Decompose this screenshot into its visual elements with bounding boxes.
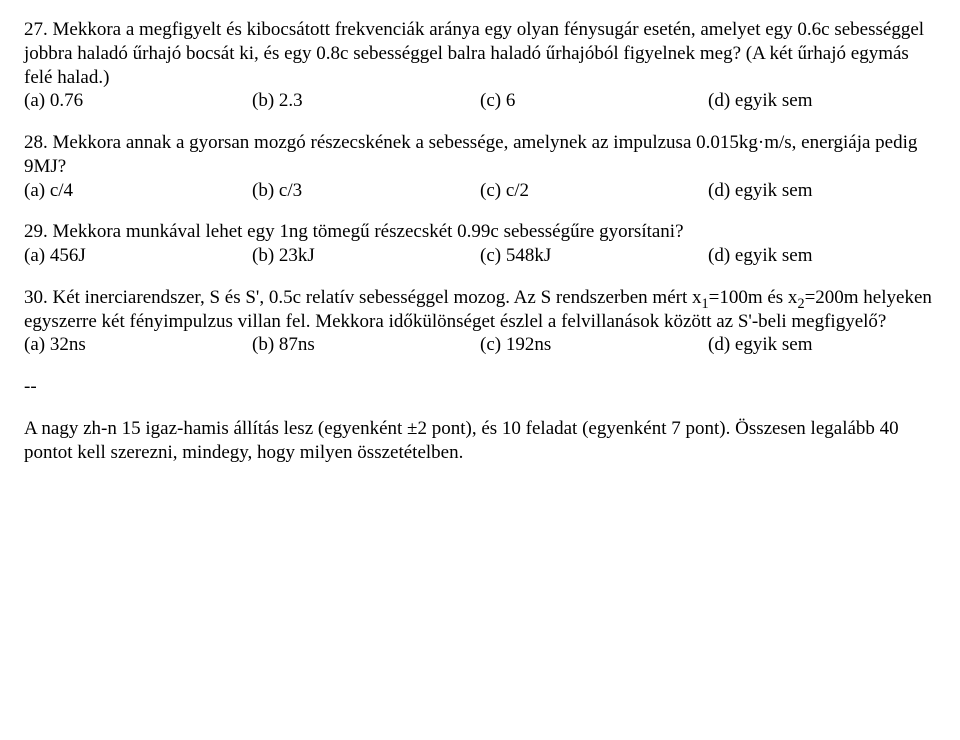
question-29-text: 29. Mekkora munkával lehet egy 1ng tömeg… — [24, 220, 936, 244]
question-27-option-a: (a) 0.76 — [24, 89, 252, 113]
question-30-option-c: (c) 192ns — [480, 333, 708, 357]
question-27-option-b: (b) 2.3 — [252, 89, 480, 113]
question-27-options: (a) 0.76 (b) 2.3 (c) 6 (d) egyik sem — [24, 89, 936, 113]
question-27-option-d: (d) egyik sem — [708, 89, 936, 113]
question-30-sub2: 2 — [797, 296, 804, 312]
question-30: 30. Két inerciarendszer, S és S', 0.5c r… — [24, 286, 936, 357]
question-27-option-c: (c) 6 — [480, 89, 708, 113]
question-29-option-c: (c) 548kJ — [480, 244, 708, 268]
question-30-options: (a) 32ns (b) 87ns (c) 192ns (d) egyik se… — [24, 333, 936, 357]
footer-note: A nagy zh-n 15 igaz-hamis állítás lesz (… — [24, 417, 936, 465]
question-29-option-a: (a) 456J — [24, 244, 252, 268]
question-27: 27. Mekkora a megfigyelt és kibocsátott … — [24, 18, 936, 113]
question-28-options: (a) c/4 (b) c/3 (c) c/2 (d) egyik sem — [24, 179, 936, 203]
question-28-option-c: (c) c/2 — [480, 179, 708, 203]
question-29-option-b: (b) 23kJ — [252, 244, 480, 268]
question-28-option-a: (a) c/4 — [24, 179, 252, 203]
question-29-options: (a) 456J (b) 23kJ (c) 548kJ (d) egyik se… — [24, 244, 936, 268]
question-30-text-pre: 30. Két inerciarendszer, S és S', 0.5c r… — [24, 287, 701, 308]
question-28: 28. Mekkora annak a gyorsan mozgó részec… — [24, 131, 936, 202]
question-30-sub1: 1 — [701, 296, 708, 312]
question-27-text: 27. Mekkora a megfigyelt és kibocsátott … — [24, 18, 936, 89]
question-30-option-b: (b) 87ns — [252, 333, 480, 357]
question-28-text: 28. Mekkora annak a gyorsan mozgó részec… — [24, 131, 936, 179]
question-30-option-a: (a) 32ns — [24, 333, 252, 357]
question-28-option-b: (b) c/3 — [252, 179, 480, 203]
question-28-option-d: (d) egyik sem — [708, 179, 936, 203]
question-30-text-mid: =100m és x — [709, 287, 798, 308]
question-29: 29. Mekkora munkával lehet egy 1ng tömeg… — [24, 220, 936, 268]
question-29-option-d: (d) egyik sem — [708, 244, 936, 268]
separator-dashes: -- — [24, 375, 936, 399]
question-30-text: 30. Két inerciarendszer, S és S', 0.5c r… — [24, 286, 936, 334]
question-30-option-d: (d) egyik sem — [708, 333, 936, 357]
